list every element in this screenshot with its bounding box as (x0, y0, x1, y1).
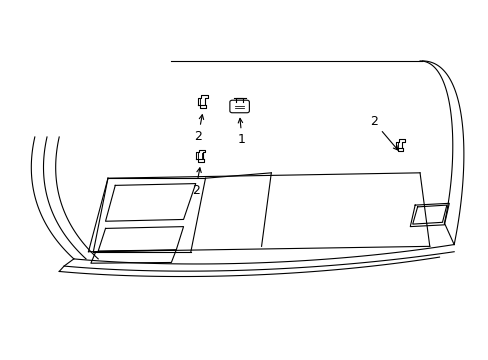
Text: 2: 2 (191, 168, 201, 197)
Text: 1: 1 (238, 118, 245, 147)
FancyBboxPatch shape (229, 100, 249, 113)
Text: 2: 2 (369, 115, 397, 150)
Text: 2: 2 (194, 115, 203, 143)
